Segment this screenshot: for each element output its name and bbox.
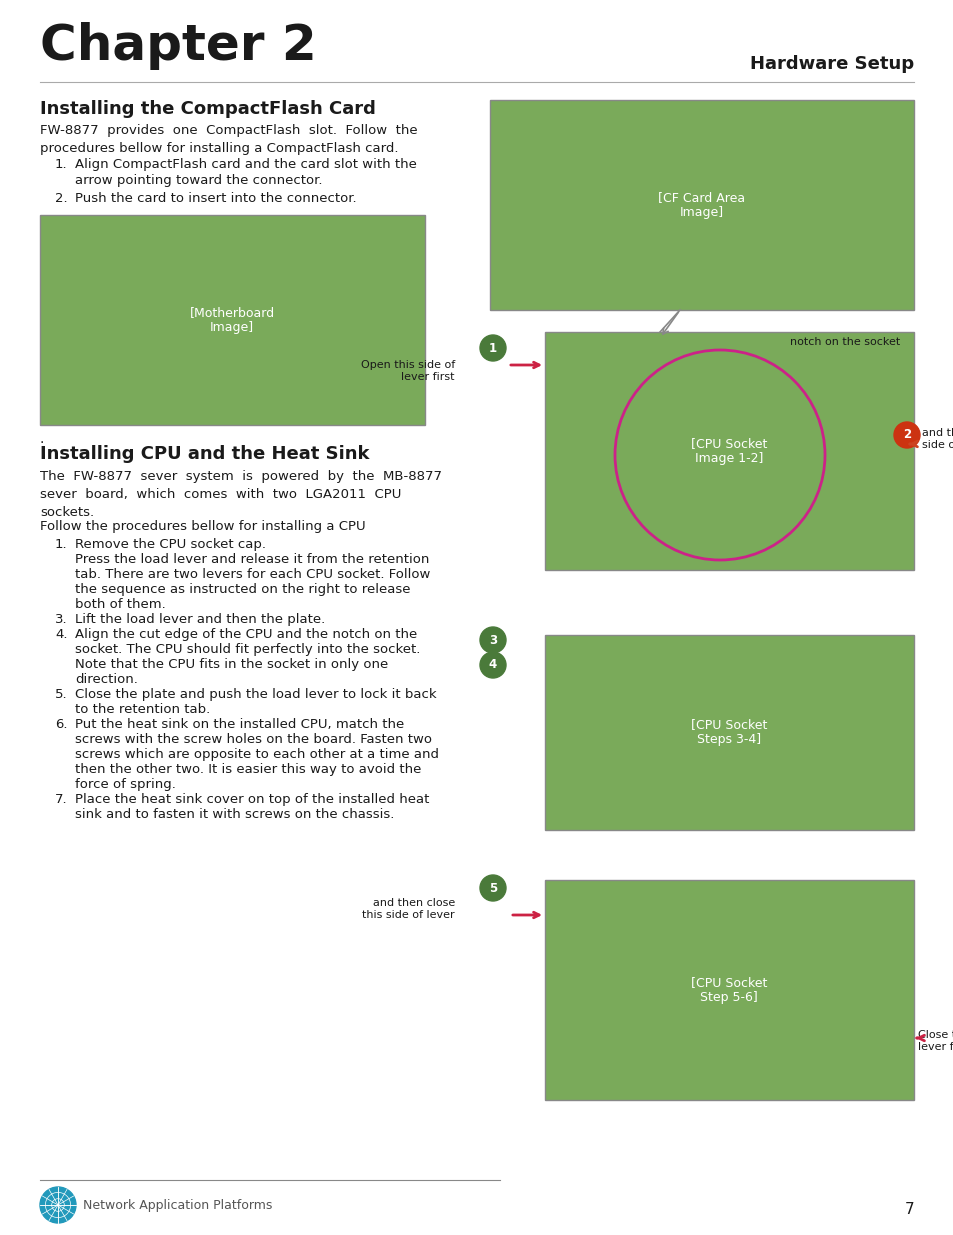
Text: Installing the CompactFlash Card: Installing the CompactFlash Card (40, 100, 375, 119)
Text: sink and to fasten it with screws on the chassis.: sink and to fasten it with screws on the… (75, 808, 394, 821)
Circle shape (479, 876, 505, 902)
Circle shape (479, 652, 505, 678)
Text: 6.: 6. (55, 718, 68, 731)
Text: direction.: direction. (75, 673, 138, 685)
Text: FW-8877  provides  one  CompactFlash  slot.  Follow  the
procedures bellow for i: FW-8877 provides one CompactFlash slot. … (40, 124, 417, 156)
Text: 4: 4 (488, 658, 497, 672)
Text: 5: 5 (488, 882, 497, 894)
Text: 1: 1 (489, 342, 497, 354)
Circle shape (479, 335, 505, 361)
Text: screws with the screw holes on the board. Fasten two: screws with the screw holes on the board… (75, 734, 432, 746)
Text: screws which are opposite to each other at a time and: screws which are opposite to each other … (75, 748, 438, 761)
Text: [Motherboard
Image]: [Motherboard Image] (190, 306, 274, 333)
Circle shape (479, 627, 505, 653)
Text: Note that the CPU fits in the socket in only one: Note that the CPU fits in the socket in … (75, 658, 388, 671)
Text: Installing CPU and the Heat Sink: Installing CPU and the Heat Sink (40, 445, 369, 463)
Text: force of spring.: force of spring. (75, 778, 175, 790)
Text: Follow the procedures bellow for installing a CPU: Follow the procedures bellow for install… (40, 520, 365, 534)
Text: notch on the socket: notch on the socket (789, 337, 900, 347)
Text: Put the heat sink on the installed CPU, match the: Put the heat sink on the installed CPU, … (75, 718, 404, 731)
Text: Close the plate and push the load lever to lock it back: Close the plate and push the load lever … (75, 688, 436, 701)
Text: 1.: 1. (55, 158, 68, 170)
Text: to the retention tab.: to the retention tab. (75, 703, 210, 716)
Text: arrow pointing toward the connector.: arrow pointing toward the connector. (75, 174, 322, 186)
FancyBboxPatch shape (544, 332, 913, 571)
Text: 7: 7 (903, 1203, 913, 1218)
Text: .: . (40, 432, 45, 446)
Text: [CPU Socket
Image 1-2]: [CPU Socket Image 1-2] (690, 437, 766, 466)
Text: then the other two. It is easier this way to avoid the: then the other two. It is easier this wa… (75, 763, 421, 776)
FancyBboxPatch shape (490, 100, 913, 310)
Text: and then close
this side of lever: and then close this side of lever (362, 898, 455, 920)
Text: 3: 3 (489, 634, 497, 646)
Text: Press the load lever and release it from the retention: Press the load lever and release it from… (75, 553, 429, 566)
Text: the sequence as instructed on the right to release: the sequence as instructed on the right … (75, 583, 410, 597)
Text: 5.: 5. (55, 688, 68, 701)
Text: tab. There are two levers for each CPU socket. Follow: tab. There are two levers for each CPU s… (75, 568, 430, 580)
Text: Network Application Platforms: Network Application Platforms (83, 1198, 273, 1212)
Text: Close this side of
lever first: Close this side of lever first (917, 1030, 953, 1052)
Text: Hardware Setup: Hardware Setup (749, 56, 913, 73)
Text: 7.: 7. (55, 793, 68, 806)
Text: 2.: 2. (55, 191, 68, 205)
Text: Align the cut edge of the CPU and the notch on the: Align the cut edge of the CPU and the no… (75, 629, 416, 641)
Text: Place the heat sink cover on top of the installed heat: Place the heat sink cover on top of the … (75, 793, 429, 806)
Text: both of them.: both of them. (75, 598, 166, 611)
Text: Chapter 2: Chapter 2 (40, 22, 316, 70)
Circle shape (40, 1187, 76, 1223)
Text: 4.: 4. (55, 629, 68, 641)
Text: socket. The CPU should fit perfectly into the socket.: socket. The CPU should fit perfectly int… (75, 643, 420, 656)
Text: Lift the load lever and then the plate.: Lift the load lever and then the plate. (75, 613, 325, 626)
FancyBboxPatch shape (544, 635, 913, 830)
FancyBboxPatch shape (40, 215, 424, 425)
Text: Open this side of
lever first: Open this side of lever first (360, 359, 455, 383)
Text: [CPU Socket
Steps 3-4]: [CPU Socket Steps 3-4] (690, 718, 766, 746)
Text: Push the card to insert into the connector.: Push the card to insert into the connect… (75, 191, 356, 205)
Text: Remove the CPU socket cap.: Remove the CPU socket cap. (75, 538, 266, 551)
Text: 3.: 3. (55, 613, 68, 626)
Text: 2: 2 (902, 429, 910, 441)
Text: The  FW-8877  sever  system  is  powered  by  the  MB-8877
sever  board,  which : The FW-8877 sever system is powered by t… (40, 471, 441, 519)
Circle shape (893, 422, 919, 448)
Text: 1.: 1. (55, 538, 68, 551)
Text: and then open this
side of lever: and then open this side of lever (921, 429, 953, 451)
FancyBboxPatch shape (544, 881, 913, 1100)
Text: [CF Card Area
Image]: [CF Card Area Image] (658, 191, 745, 219)
Text: [CPU Socket
Step 5-6]: [CPU Socket Step 5-6] (690, 976, 766, 1004)
Text: Align CompactFlash card and the card slot with the: Align CompactFlash card and the card slo… (75, 158, 416, 170)
